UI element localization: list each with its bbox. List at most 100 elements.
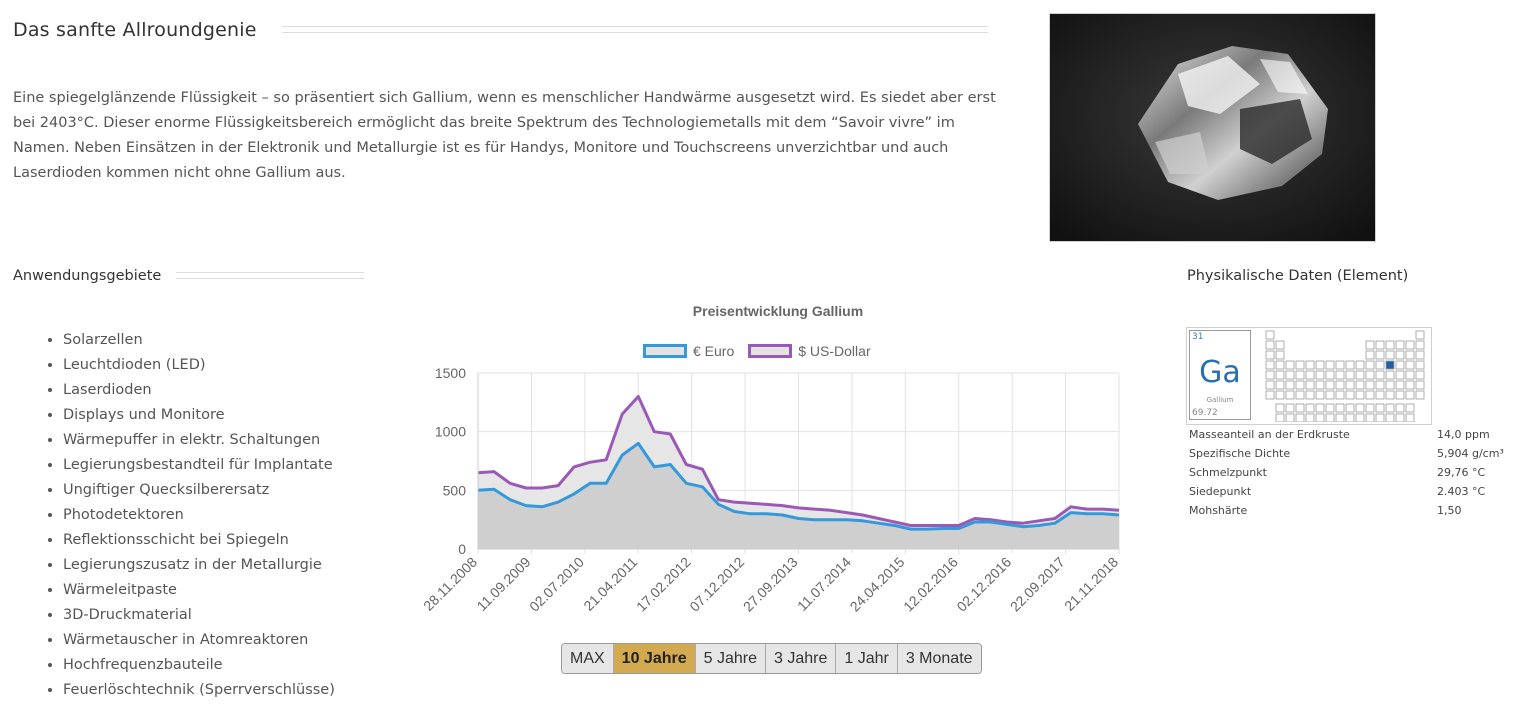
periodic-table-cell <box>1355 370 1365 380</box>
series-line-usd <box>477 395 1120 527</box>
periodic-table-cell <box>1355 403 1365 413</box>
applications-title: Anwendungsgebiete <box>13 268 162 284</box>
element-tile: 31 Ga Gallium 69.72 <box>1189 330 1251 420</box>
periodic-table-cell <box>1265 350 1275 360</box>
periodic-table-cell <box>1365 380 1375 390</box>
property-label: Mohshärte <box>1189 504 1248 517</box>
x-tick-label: 28.11.2008 <box>420 554 480 614</box>
periodic-table-cell <box>1375 370 1385 380</box>
list-item: Leuchtdioden (LED) <box>63 353 335 378</box>
element-card: 31 Ga Gallium 69.72 <box>1186 327 1432 425</box>
periodic-table-cell <box>1415 380 1425 390</box>
periodic-table-cell <box>1395 380 1405 390</box>
legend-item-usd[interactable]: $ US-Dollar <box>748 343 871 359</box>
periodic-table-cell <box>1345 370 1355 380</box>
range-button-3-years[interactable]: 3 Jahre <box>765 644 837 673</box>
periodic-table-cell <box>1265 360 1275 370</box>
range-button-1-year[interactable]: 1 Jahr <box>836 644 898 673</box>
periodic-table-cell <box>1295 370 1305 380</box>
legend-item-euro[interactable]: € Euro <box>643 343 734 359</box>
range-button-10-years[interactable]: 10 Jahre <box>613 644 696 673</box>
series-line-euro <box>477 441 1120 531</box>
x-tick-label: 21.11.2018 <box>1061 554 1121 614</box>
y-tick-label: 1000 <box>435 424 466 440</box>
periodic-table-cell <box>1305 360 1315 370</box>
x-tick-label: 27.09.2013 <box>740 554 801 615</box>
periodic-table-cell <box>1375 360 1385 370</box>
periodic-table-cell <box>1355 413 1365 422</box>
periodic-table-cell <box>1385 370 1395 380</box>
applications-list: Solarzellen Leuchtdioden (LED) Laserdiod… <box>13 328 335 703</box>
periodic-table-cell <box>1295 413 1305 422</box>
element-properties-table: Masseanteil an der Erdkruste 14,0 ppm Sp… <box>1187 425 1506 520</box>
list-item: Ungiftiger Quecksilberersatz <box>63 478 335 503</box>
periodic-table-cell <box>1295 390 1305 400</box>
periodic-table-cell <box>1395 390 1405 400</box>
x-tick-label: 24.04.2015 <box>847 554 908 615</box>
periodic-table-cell <box>1345 380 1355 390</box>
list-item: Wärmeleitpaste <box>63 578 335 603</box>
periodic-table-cell <box>1395 370 1405 380</box>
periodic-table-cell <box>1335 403 1345 413</box>
chart-legend[interactable]: € Euro $ US-Dollar <box>643 343 879 359</box>
periodic-table-icon <box>1265 330 1425 422</box>
periodic-table-cell <box>1265 390 1275 400</box>
periodic-table-cell <box>1335 360 1345 370</box>
range-selector: MAX 10 Jahre 5 Jahre 3 Jahre 1 Jahr 3 Mo… <box>561 643 982 674</box>
periodic-table-cell <box>1385 390 1395 400</box>
periodic-table-cell <box>1415 360 1425 370</box>
periodic-table-cell <box>1275 370 1285 380</box>
periodic-table-cell <box>1355 360 1365 370</box>
periodic-table-cell <box>1345 413 1355 422</box>
range-button-max[interactable]: MAX <box>562 644 614 673</box>
periodic-table-cell <box>1285 413 1295 422</box>
property-value: 1,50 <box>1437 504 1462 517</box>
gallium-crystal-image <box>1050 14 1375 241</box>
periodic-table-cell <box>1355 380 1365 390</box>
periodic-table-cell <box>1295 360 1305 370</box>
periodic-table-cell <box>1365 403 1375 413</box>
property-value: 29,76 °C <box>1437 466 1486 479</box>
property-label: Masseanteil an der Erdkruste <box>1189 428 1350 441</box>
periodic-table-cell <box>1395 403 1405 413</box>
periodic-table-cell <box>1325 370 1335 380</box>
periodic-table-cell <box>1315 380 1325 390</box>
list-item: Feuerlöschtechnik (Sperrverschlüsse) <box>63 678 335 703</box>
periodic-table-cell <box>1405 403 1415 413</box>
applications-title-divider <box>176 272 364 279</box>
property-value: 2.403 °C <box>1437 485 1486 498</box>
price-chart[interactable]: 0 500 1000 1500 28.11.200811.09.200902.07.20… <box>410 360 1150 640</box>
gallium-photo <box>1049 13 1376 242</box>
periodic-table-cell <box>1295 403 1305 413</box>
x-tick-label: 17.02.2012 <box>633 554 694 615</box>
periodic-table-cell <box>1285 390 1295 400</box>
y-tick-label: 1500 <box>435 365 466 381</box>
periodic-table-cell <box>1335 370 1345 380</box>
periodic-table-cell-gallium <box>1385 360 1395 370</box>
periodic-table-cell <box>1395 360 1405 370</box>
periodic-table-cell <box>1315 370 1325 380</box>
periodic-table-cell <box>1275 390 1285 400</box>
periodic-table-cell <box>1285 370 1295 380</box>
periodic-table-cell <box>1395 413 1405 422</box>
x-tick-label: 12.02.2016 <box>900 554 961 615</box>
x-tick-label: 11.07.2014 <box>794 554 854 614</box>
periodic-table-cell <box>1365 360 1375 370</box>
periodic-table-cell <box>1335 380 1345 390</box>
periodic-table-cell <box>1415 390 1425 400</box>
property-label: Spezifische Dichte <box>1189 447 1291 460</box>
periodic-table-cell <box>1325 380 1335 390</box>
range-button-5-years[interactable]: 5 Jahre <box>695 644 766 673</box>
periodic-table-cell <box>1275 350 1285 360</box>
list-item: 3D-Druckmaterial <box>63 603 335 628</box>
periodic-table-cell <box>1395 340 1405 350</box>
x-tick-label: 21.04.2011 <box>580 554 640 614</box>
periodic-table-cell <box>1285 380 1295 390</box>
periodic-table-cell <box>1405 380 1415 390</box>
legend-label-euro: € Euro <box>693 343 735 359</box>
periodic-table-cell <box>1375 380 1385 390</box>
periodic-table-cell <box>1335 413 1345 422</box>
periodic-table-cell <box>1365 413 1375 422</box>
intro-text: Eine spiegelglänzende Flüssigkeit – so p… <box>13 90 996 181</box>
range-button-3-months[interactable]: 3 Monate <box>897 644 981 673</box>
